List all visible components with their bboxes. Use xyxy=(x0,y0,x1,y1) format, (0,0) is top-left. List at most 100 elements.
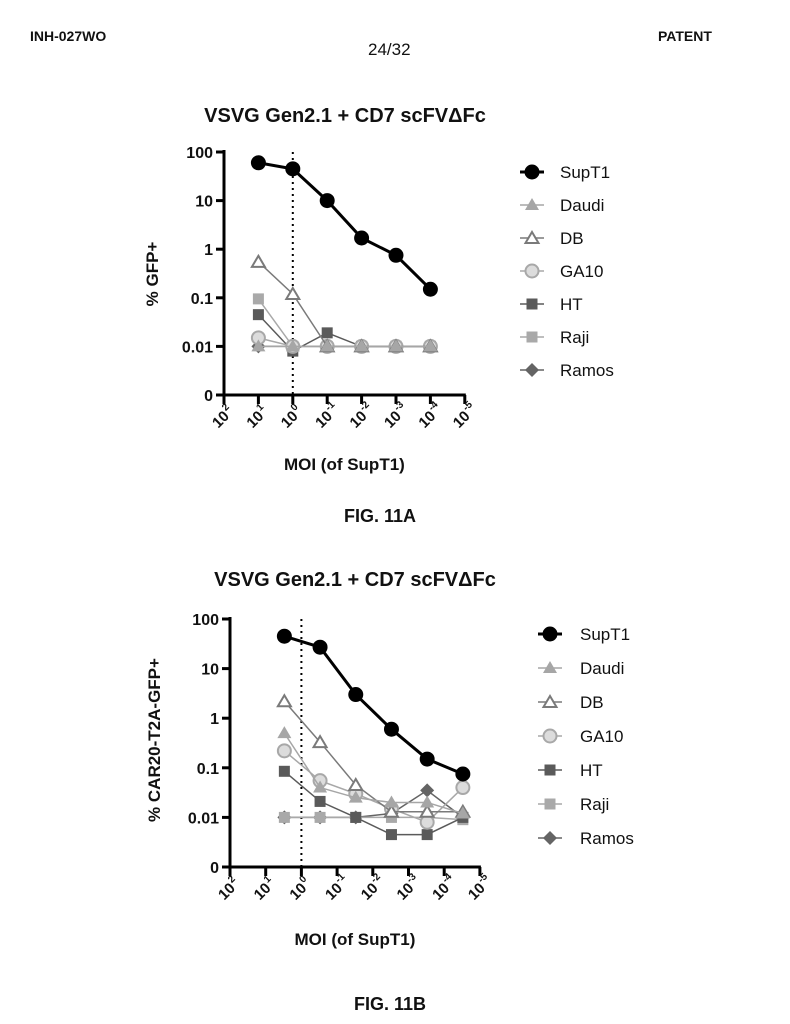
legend-item-ramos: Ramos xyxy=(538,829,634,848)
legend-item-raji: Raji xyxy=(538,795,609,814)
x-tick-label: 10-4 xyxy=(429,871,454,904)
legend-label: GA10 xyxy=(560,262,603,281)
data-point xyxy=(348,790,363,803)
data-point xyxy=(252,309,264,321)
legend-marker xyxy=(524,164,540,180)
data-point xyxy=(420,795,435,808)
data-point xyxy=(389,339,403,352)
legend-item-ramos: Ramos xyxy=(520,361,614,380)
chart-title: VSVG Gen2.1 + CD7 scFVΔFc xyxy=(214,569,496,591)
data-point xyxy=(385,829,397,841)
legend-item-db: DB xyxy=(520,229,584,248)
data-point xyxy=(313,780,328,793)
x-tick-label: 100 xyxy=(278,401,302,431)
x-tick-label: 10-2 xyxy=(347,399,372,432)
data-point xyxy=(350,811,362,823)
series-line xyxy=(283,634,464,776)
legend-label: Ramos xyxy=(580,829,634,848)
data-point xyxy=(455,766,471,782)
data-point xyxy=(284,285,302,300)
y-tick-label: 0 xyxy=(204,388,213,405)
data-point xyxy=(347,777,365,792)
data-point xyxy=(354,230,370,246)
data-point xyxy=(320,339,335,352)
y-tick-label: 0 xyxy=(210,860,219,877)
legend-label: Daudi xyxy=(560,196,604,215)
data-point xyxy=(418,803,436,818)
series-line xyxy=(283,700,463,813)
y-tick-label: 100 xyxy=(192,612,219,629)
y-tick-label: 100 xyxy=(186,145,213,162)
series-line xyxy=(283,770,464,836)
data-point xyxy=(388,247,404,263)
legend-label: Ramos xyxy=(560,361,614,380)
series-ht xyxy=(278,765,469,841)
series-raji xyxy=(278,811,469,826)
legend-marker xyxy=(525,363,539,377)
legend-label: HT xyxy=(580,761,603,780)
data-point xyxy=(276,743,292,759)
legend-label: SupT1 xyxy=(580,625,630,644)
data-point xyxy=(311,734,329,749)
legend-label: HT xyxy=(560,295,583,314)
data-point xyxy=(314,811,326,823)
data-point xyxy=(278,811,290,823)
chart-title: VSVG Gen2.1 + CD7 scFVΔFc xyxy=(204,105,486,127)
y-tick-label: 1 xyxy=(210,711,219,728)
y-tick-label: 10 xyxy=(201,662,219,679)
page-number: 24/32 xyxy=(368,40,411,59)
x-tick-label: 10-1 xyxy=(322,871,347,904)
x-tick-label: 101 xyxy=(243,401,267,431)
y-tick-label: 0.1 xyxy=(191,291,213,308)
figure-label: FIG. 11A xyxy=(344,506,416,526)
legend-item-supt1: SupT1 xyxy=(520,163,610,182)
y-axis-label: % CAR20-T2A-GFP+ xyxy=(145,658,164,822)
data-point xyxy=(314,795,326,807)
data-point xyxy=(354,339,369,352)
data-point xyxy=(455,806,470,819)
legend-marker xyxy=(543,831,557,845)
data-point xyxy=(285,161,301,177)
y-axis-label: % GFP+ xyxy=(143,242,162,307)
x-tick-label: 10-3 xyxy=(381,399,406,432)
data-point xyxy=(419,751,435,767)
data-point xyxy=(277,726,292,739)
series-line xyxy=(258,161,432,291)
series-supt1 xyxy=(276,628,471,782)
x-tick-label: 10-5 xyxy=(465,871,490,904)
data-point xyxy=(383,721,399,737)
y-tick-label: 0.1 xyxy=(197,761,219,778)
legend-label: GA10 xyxy=(580,727,623,746)
data-point xyxy=(278,765,290,777)
x-tick-label: 101 xyxy=(251,873,275,903)
legend-item-daudi: Daudi xyxy=(538,659,624,678)
legend-label: Raji xyxy=(580,795,609,814)
data-point xyxy=(423,339,438,352)
legend-item-ht: HT xyxy=(538,761,603,780)
legend-marker xyxy=(541,694,559,708)
data-point xyxy=(251,339,266,352)
legend-marker xyxy=(526,298,538,310)
document-id: INH-027WO xyxy=(30,28,107,44)
series-daudi xyxy=(277,726,470,819)
patent-label: PATENT xyxy=(658,28,712,44)
legend-marker xyxy=(526,331,538,343)
x-tick-label: 100 xyxy=(286,873,310,903)
x-axis-label: MOI (of SupT1) xyxy=(284,455,405,474)
legend-label: Raji xyxy=(560,328,589,347)
legend-marker xyxy=(542,728,558,744)
series-daudi xyxy=(251,339,438,352)
data-point xyxy=(276,693,293,708)
legend-label: DB xyxy=(560,229,584,248)
data-point xyxy=(276,628,292,644)
legend-marker xyxy=(544,764,556,776)
x-tick-label: 10-4 xyxy=(415,399,440,432)
series-ht xyxy=(252,309,436,357)
legend-label: SupT1 xyxy=(560,163,610,182)
legend-item-raji: Raji xyxy=(520,328,589,347)
data-point xyxy=(285,339,300,352)
legend-marker xyxy=(543,661,557,673)
data-point xyxy=(321,327,333,339)
